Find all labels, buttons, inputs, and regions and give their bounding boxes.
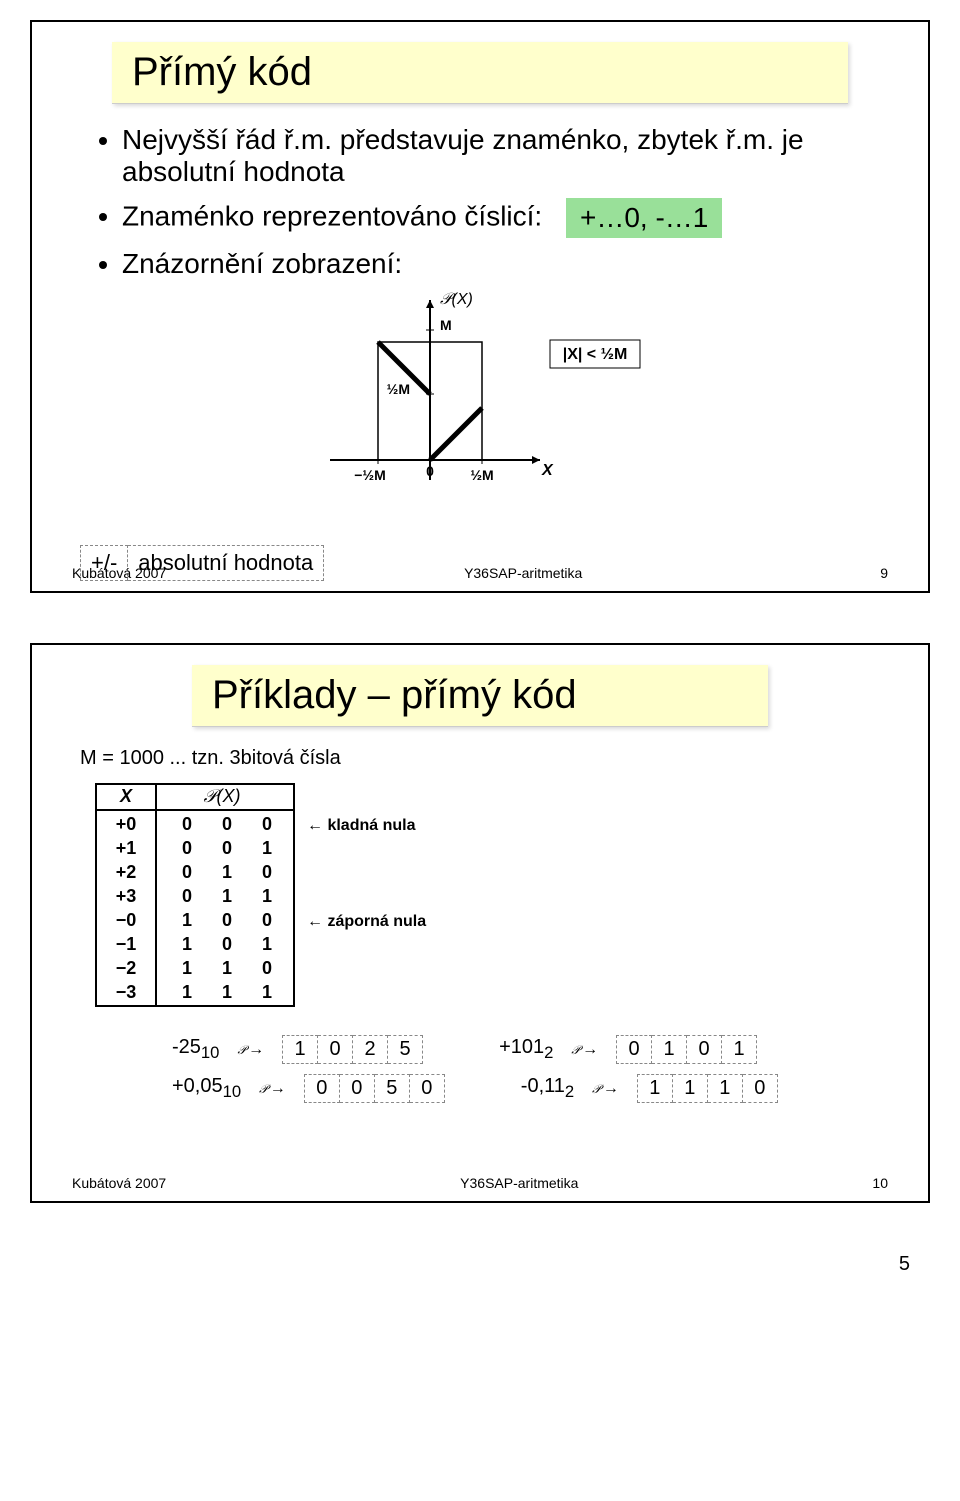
bullet-2: Znaménko reprezentováno číslicí: +…0, -…… — [122, 198, 888, 238]
slide-title: Příklady – přímý kód — [192, 665, 768, 727]
footer-slidenum: 10 — [872, 1175, 888, 1191]
svg-text:X: X — [541, 462, 554, 479]
svg-text:𝒫(X): 𝒫(X) — [204, 786, 241, 806]
footer-author: Kubátová 2007 — [72, 1175, 166, 1191]
example-row-2: +0,0510 𝒫 0050 -0,112 𝒫 1110 — [172, 1074, 888, 1103]
slide-1: Přímý kód Nejvyšší řád ř.m. představuje … — [30, 20, 930, 593]
svg-text:0: 0 — [262, 862, 272, 882]
ex1-rhs: +1012 — [499, 1036, 553, 1063]
svg-text:1: 1 — [262, 838, 272, 858]
footer-slidenum: 9 — [880, 565, 888, 581]
svg-text:1: 1 — [262, 982, 272, 1002]
svg-text:1: 1 — [182, 910, 192, 930]
svg-text:1: 1 — [182, 934, 192, 954]
svg-text:0: 0 — [262, 910, 272, 930]
note-negative-zero: ← záporná nula — [307, 913, 426, 930]
svg-text:0: 0 — [182, 838, 192, 858]
bullet-1: Nejvyšší řád ř.m. představuje znaménko, … — [122, 124, 888, 188]
p-arrow-icon: 𝒫 — [571, 1041, 598, 1059]
slide-title: Přímý kód — [112, 42, 848, 104]
svg-text:0: 0 — [262, 814, 272, 834]
footer-course: Y36SAP-aritmetika — [464, 565, 582, 581]
svg-text:½M: ½M — [470, 467, 493, 483]
svg-text:1: 1 — [182, 982, 192, 1002]
slide-2: Příklady – přímý kód M = 1000 ... tzn. 3… — [30, 643, 930, 1203]
svg-text:1: 1 — [222, 958, 232, 978]
ex1-digits: 1025 — [282, 1035, 423, 1064]
svg-text:+0: +0 — [116, 814, 137, 834]
p-arrow-icon: 𝒫 — [237, 1041, 264, 1059]
bullet-3: Znázornění zobrazení: — [122, 248, 888, 280]
svg-text:1: 1 — [262, 886, 272, 906]
svg-text:0: 0 — [426, 463, 434, 479]
svg-text:1: 1 — [222, 862, 232, 882]
svg-text:0: 0 — [182, 862, 192, 882]
svg-text:X: X — [119, 786, 133, 806]
svg-text:−0: −0 — [116, 910, 137, 930]
svg-text:1: 1 — [262, 934, 272, 954]
ex2-lhs: +0,0510 — [172, 1075, 241, 1102]
bullet-list: Nejvyšší řád ř.m. představuje znaménko, … — [102, 124, 888, 280]
footer-author: Kubátová 2007 — [72, 565, 166, 581]
ex2-rhs: -0,112 — [521, 1075, 574, 1102]
svg-text:½M: ½M — [387, 381, 410, 397]
svg-text:+2: +2 — [116, 862, 137, 882]
svg-text:−1: −1 — [116, 934, 137, 954]
ex1-lhs: -2510 — [172, 1036, 219, 1063]
svg-text:M: M — [440, 317, 452, 333]
page-number: 5 — [0, 1253, 960, 1306]
svg-text:0: 0 — [182, 814, 192, 834]
modulus-caption: M = 1000 ... tzn. 3bitová čísla — [80, 747, 888, 770]
encoding-table: X 𝒫(X) +0 0 0 0 +1 0 0 1 +2 0 1 0 +3 0 1 1 −0 1 0 0 −1 1… — [92, 780, 888, 1015]
svg-text:−½M: −½M — [354, 467, 386, 483]
ex2-digits: 0050 — [304, 1074, 445, 1103]
slide-footer: Kubátová 2007 Y36SAP-aritmetika 9 — [72, 565, 888, 581]
slide-footer: Kubátová 2007 Y36SAP-aritmetika 10 — [72, 1175, 888, 1191]
green-encoding-box: +…0, -…1 — [566, 198, 722, 238]
example-row-1: -2510 𝒫 1025 +1012 𝒫 0101 — [172, 1035, 888, 1064]
p-arrow-icon: 𝒫 — [259, 1080, 286, 1098]
svg-text:0: 0 — [222, 814, 232, 834]
svg-text:1: 1 — [222, 886, 232, 906]
svg-text:+1: +1 — [116, 838, 137, 858]
diagram-cond: |X| < ½M — [563, 346, 628, 363]
bullet-2-text: Znaménko reprezentováno číslicí: — [122, 200, 542, 231]
svg-text:0: 0 — [182, 886, 192, 906]
svg-text:0: 0 — [222, 934, 232, 954]
footer-course: Y36SAP-aritmetika — [460, 1175, 578, 1191]
svg-text:1: 1 — [222, 982, 232, 1002]
svg-text:0: 0 — [262, 958, 272, 978]
svg-text:0: 0 — [222, 910, 232, 930]
p-arrow-icon: 𝒫 — [592, 1080, 619, 1098]
svg-text:𝒫(X): 𝒫(X) — [440, 291, 473, 308]
ex1-rdigits: 0101 — [616, 1035, 757, 1064]
svg-text:1: 1 — [182, 958, 192, 978]
ex2-rdigits: 1110 — [637, 1074, 778, 1103]
svg-text:0: 0 — [222, 838, 232, 858]
svg-text:−3: −3 — [116, 982, 137, 1002]
note-positive-zero: ← kladná nula — [307, 817, 416, 834]
svg-text:+3: +3 — [116, 886, 137, 906]
mapping-diagram: |X| < ½M 0 −½M ½M X ½M M 𝒫(X) — [72, 290, 888, 515]
svg-text:−2: −2 — [116, 958, 137, 978]
